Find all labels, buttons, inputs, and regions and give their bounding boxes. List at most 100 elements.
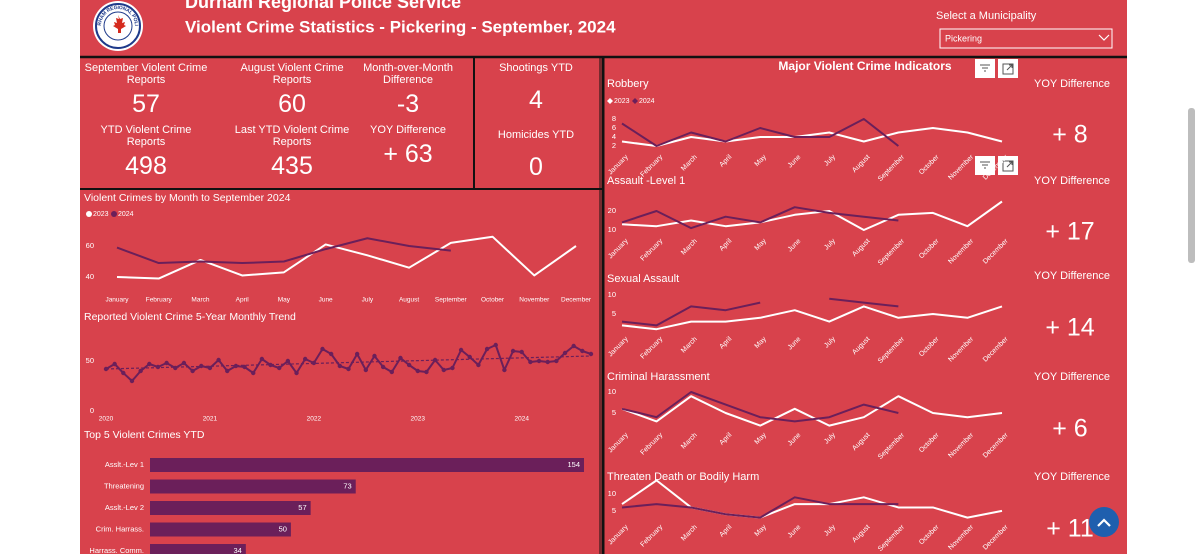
filter-icon[interactable] xyxy=(975,59,995,78)
line-series xyxy=(621,305,1003,331)
line-marker xyxy=(164,360,169,366)
yoy-value: + 14 xyxy=(1045,314,1094,342)
line-marker xyxy=(363,367,369,373)
line-series xyxy=(621,200,1003,231)
yoy-label: YOY Difference xyxy=(1034,175,1110,187)
yoy-value: + 17 xyxy=(1045,218,1094,246)
kpi-card: YOY Difference + 63 xyxy=(353,124,463,168)
municipality-dropdown[interactable]: Pickering xyxy=(939,28,1113,49)
line-marker xyxy=(311,360,317,366)
chart-title: Threaten Death or Bodily Harm xyxy=(607,471,759,483)
filter-label: Select a Municipality xyxy=(936,10,1037,22)
line-marker xyxy=(285,358,291,364)
kpi-card: Month-over-Month Difference -3 xyxy=(353,62,463,118)
y-tick-label: 6 xyxy=(612,123,616,132)
line-series xyxy=(621,118,899,147)
line-marker xyxy=(173,365,178,371)
line-marker xyxy=(484,346,490,352)
bar-value-label: 34 xyxy=(233,546,241,554)
line-marker xyxy=(528,359,533,365)
line-series xyxy=(621,391,899,423)
filter-icon[interactable] xyxy=(975,156,995,175)
kpi-value: 435 xyxy=(271,152,313,180)
x-tick-label: September xyxy=(435,297,468,304)
focus-icon[interactable] xyxy=(998,59,1018,78)
icon-glyph[interactable] xyxy=(980,161,990,169)
x-tick-label: June xyxy=(319,297,333,304)
y-tick-label: 10 xyxy=(608,225,616,234)
kpi-card: Homicides YTD 0 xyxy=(476,129,596,181)
kpi-label: Shootings YTD xyxy=(499,62,573,74)
organization: Durham Regional Police Service xyxy=(185,0,461,12)
line-series xyxy=(621,301,761,327)
x-tick-label: March xyxy=(191,297,209,304)
scrollbar-thumb[interactable] xyxy=(1188,108,1195,263)
y-tick-label: 4 xyxy=(612,132,616,141)
line-marker xyxy=(406,362,412,368)
kpi-value: 60 xyxy=(278,90,306,118)
dropdown-box[interactable] xyxy=(939,28,1113,49)
y-tick-label: 60 xyxy=(86,241,94,250)
kpi-label: August Violent Crime Reports xyxy=(240,62,344,86)
line-marker xyxy=(588,351,594,357)
icon-glyph[interactable] xyxy=(1002,63,1014,75)
chart-title: Robbery xyxy=(607,78,649,90)
x-tick-label: December xyxy=(561,297,592,304)
line-marker xyxy=(268,362,273,368)
x-tick-label: January xyxy=(105,297,129,304)
bar-value-label: 73 xyxy=(343,481,351,490)
y-tick-label: 50 xyxy=(86,356,94,365)
chart-title: Criminal Harassment xyxy=(607,371,710,383)
bar-value-label: 50 xyxy=(279,524,287,533)
line-series xyxy=(621,395,1003,427)
bar xyxy=(150,501,311,515)
logo-ring xyxy=(95,3,141,49)
kpi-label: YOY Difference xyxy=(369,124,447,136)
line-marker xyxy=(225,368,230,374)
y-tick-label: Asslt.-Lev 1 xyxy=(105,460,144,469)
line-series xyxy=(621,479,1003,519)
x-tick-label: October xyxy=(481,297,505,304)
line-series xyxy=(116,235,577,280)
chart-title: Assault -Level 1 xyxy=(607,175,685,187)
x-tick-label: May xyxy=(278,297,291,304)
chart-title: Top 5 Violent Crimes YTD xyxy=(84,429,205,441)
line-marker xyxy=(562,350,568,356)
y-tick-label: 20 xyxy=(608,206,616,215)
x-tick-label: November xyxy=(519,297,550,304)
icon-glyph[interactable] xyxy=(980,64,990,72)
line-marker xyxy=(112,361,117,367)
line-marker xyxy=(121,370,126,376)
logo-leaf xyxy=(113,15,126,33)
dropdown-value[interactable]: Pickering xyxy=(945,33,982,43)
line-marker xyxy=(441,367,446,373)
x-tick-label: 2022 xyxy=(307,416,322,423)
line-marker xyxy=(554,358,559,364)
yoy-label: YOY Difference xyxy=(1034,270,1110,282)
scroll-top-button[interactable] xyxy=(1089,507,1119,537)
icon-glyph[interactable] xyxy=(1002,160,1014,172)
scroll-top-circle[interactable] xyxy=(1089,507,1119,537)
kpi-card: Last YTD Violent Crime Reports 435 xyxy=(227,124,357,180)
line-series xyxy=(621,496,899,519)
line-marker xyxy=(207,365,213,371)
y-tick-label: 10 xyxy=(608,489,616,498)
x-tick-label: July xyxy=(362,297,374,304)
line-marker xyxy=(354,351,360,357)
bar xyxy=(150,458,584,472)
line-marker xyxy=(199,363,204,369)
bar xyxy=(150,522,291,537)
x-tick-label: February xyxy=(146,297,173,304)
line-series xyxy=(116,237,451,265)
yoy-value: + 11 xyxy=(1046,515,1094,543)
dropdown-chevron[interactable] xyxy=(1098,34,1110,41)
line-marker xyxy=(277,365,282,371)
focus-icon[interactable] xyxy=(998,156,1018,175)
line-marker xyxy=(294,370,299,376)
line-marker xyxy=(242,364,247,370)
bar-value-label: 154 xyxy=(567,460,580,469)
kpi-card: YTD Violent Crime Reports 498 xyxy=(81,124,211,180)
kpi-value: -3 xyxy=(396,90,420,118)
scroll-top-chevron[interactable] xyxy=(1097,518,1111,527)
